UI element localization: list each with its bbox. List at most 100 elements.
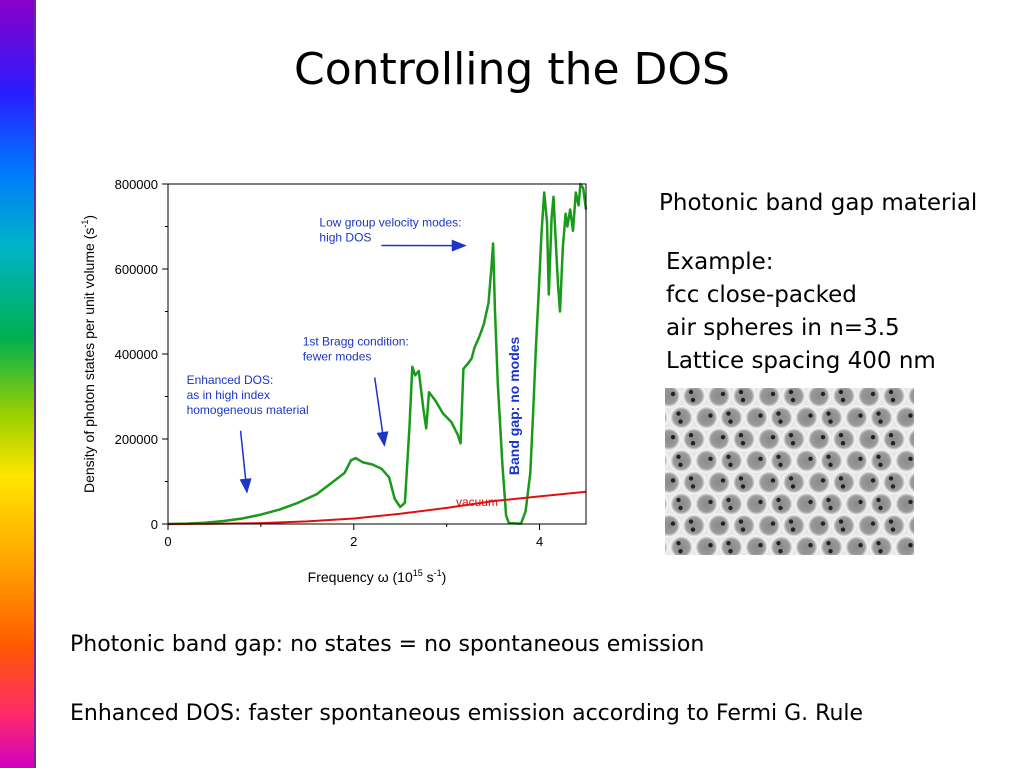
- sphere-hole: [758, 456, 763, 461]
- sphere: [906, 471, 914, 494]
- sphere: [669, 405, 694, 430]
- sphere: [819, 534, 844, 555]
- sphere: [794, 534, 819, 555]
- sphere: [894, 534, 914, 555]
- sphere: [665, 451, 669, 470]
- y-tick-label: 800000: [115, 177, 158, 192]
- sphere: [831, 470, 857, 495]
- sphere: [806, 470, 832, 495]
- sphere: [819, 448, 844, 474]
- sphere-hole: [828, 462, 833, 467]
- sphere-hole: [728, 419, 733, 424]
- sphere-hole: [870, 478, 876, 483]
- sphere: [665, 408, 669, 427]
- sphere-hole: [728, 505, 733, 511]
- annotation-text: Enhanced DOS: as in high index homogeneous…: [187, 373, 309, 417]
- sphere-hole: [726, 497, 731, 503]
- sphere: [744, 491, 769, 517]
- sphere-hole: [670, 521, 676, 526]
- sphere: [731, 470, 757, 495]
- sphere-hole: [678, 505, 683, 511]
- y-tick-label: 600000: [115, 262, 158, 277]
- sphere-hole: [908, 543, 913, 548]
- sphere-hole: [788, 476, 794, 481]
- sphere-hole: [776, 497, 781, 503]
- sphere-hole: [758, 543, 763, 548]
- sphere-hole: [770, 391, 776, 397]
- annotation-arrow: [373, 377, 389, 447]
- sphere-hole: [720, 478, 726, 483]
- sphere-hole: [678, 462, 683, 467]
- sphere-hole: [676, 454, 681, 459]
- annotation-line: Low group velocity modes:: [319, 216, 461, 230]
- sphere-hole: [726, 411, 731, 416]
- sphere: [856, 426, 882, 452]
- sphere-hole: [828, 505, 833, 511]
- sphere-hole: [878, 505, 883, 511]
- sphere-hole: [808, 413, 813, 418]
- sphere: [756, 388, 782, 409]
- annotation-line: as in high index: [187, 388, 270, 402]
- sphere: [769, 448, 794, 474]
- x-label-text: s: [423, 569, 434, 585]
- sphere-hole: [770, 521, 776, 526]
- annotation-line: 1st Bragg condition:: [303, 335, 409, 349]
- sphere-hole: [858, 456, 863, 461]
- sphere-hole: [778, 462, 783, 467]
- sphere: [665, 538, 669, 555]
- sphere-hole: [726, 454, 731, 459]
- annotation-line: homogeneous material: [187, 403, 309, 417]
- sphere-hole: [790, 484, 796, 489]
- sphere: [844, 534, 869, 555]
- sphere-hole: [808, 456, 813, 461]
- sphere-hole: [740, 441, 746, 446]
- sphere: [894, 448, 914, 474]
- sphere-hole: [738, 519, 744, 524]
- sphere: [719, 491, 744, 517]
- sphere: [881, 470, 907, 495]
- sphere: [869, 534, 894, 555]
- x-label-text: ): [442, 569, 447, 585]
- sphere-hole: [838, 433, 844, 438]
- sphere-hole: [720, 435, 726, 440]
- slide-title: Controlling the DOS: [294, 44, 730, 95]
- sphere: [665, 495, 669, 513]
- sphere-hole: [676, 497, 681, 503]
- sphere-hole: [890, 527, 896, 532]
- sphere-hole: [708, 456, 713, 461]
- sphere: [831, 388, 857, 409]
- sphere: [869, 405, 894, 430]
- sphere: [731, 426, 757, 452]
- sphere-hole: [720, 521, 726, 526]
- sphere: [781, 470, 807, 495]
- sphere-hole: [790, 397, 796, 403]
- sphere-hole: [758, 499, 763, 505]
- sidebar-border: [34, 0, 36, 768]
- sphere: [806, 388, 832, 409]
- sphere: [856, 470, 882, 495]
- sphere: [744, 448, 769, 474]
- sphere-hole: [788, 519, 794, 524]
- example-line: Lattice spacing 400 nm: [666, 348, 936, 374]
- vacuum-series-line: [167, 490, 587, 525]
- sphere: [831, 426, 857, 452]
- sphere-hole: [890, 441, 896, 446]
- sphere: [756, 513, 782, 538]
- sphere-hole: [826, 411, 831, 416]
- sphere: [781, 388, 807, 409]
- example-block: Example: fcc close-packed air spheres in…: [666, 246, 936, 378]
- sphere: [719, 448, 744, 474]
- sphere: [831, 513, 857, 538]
- sphere: [694, 405, 719, 430]
- dos-series-line: [167, 182, 588, 526]
- sphere-hole: [838, 476, 844, 481]
- sphere-hole: [778, 419, 783, 424]
- sphere-hole: [888, 519, 894, 524]
- sphere: [769, 534, 794, 555]
- sphere: [881, 388, 907, 409]
- sphere-hole: [688, 433, 694, 438]
- sphere: [794, 405, 819, 430]
- annotation-line: fewer modes: [303, 350, 372, 364]
- sphere: [844, 448, 869, 474]
- sphere-hole: [890, 397, 896, 403]
